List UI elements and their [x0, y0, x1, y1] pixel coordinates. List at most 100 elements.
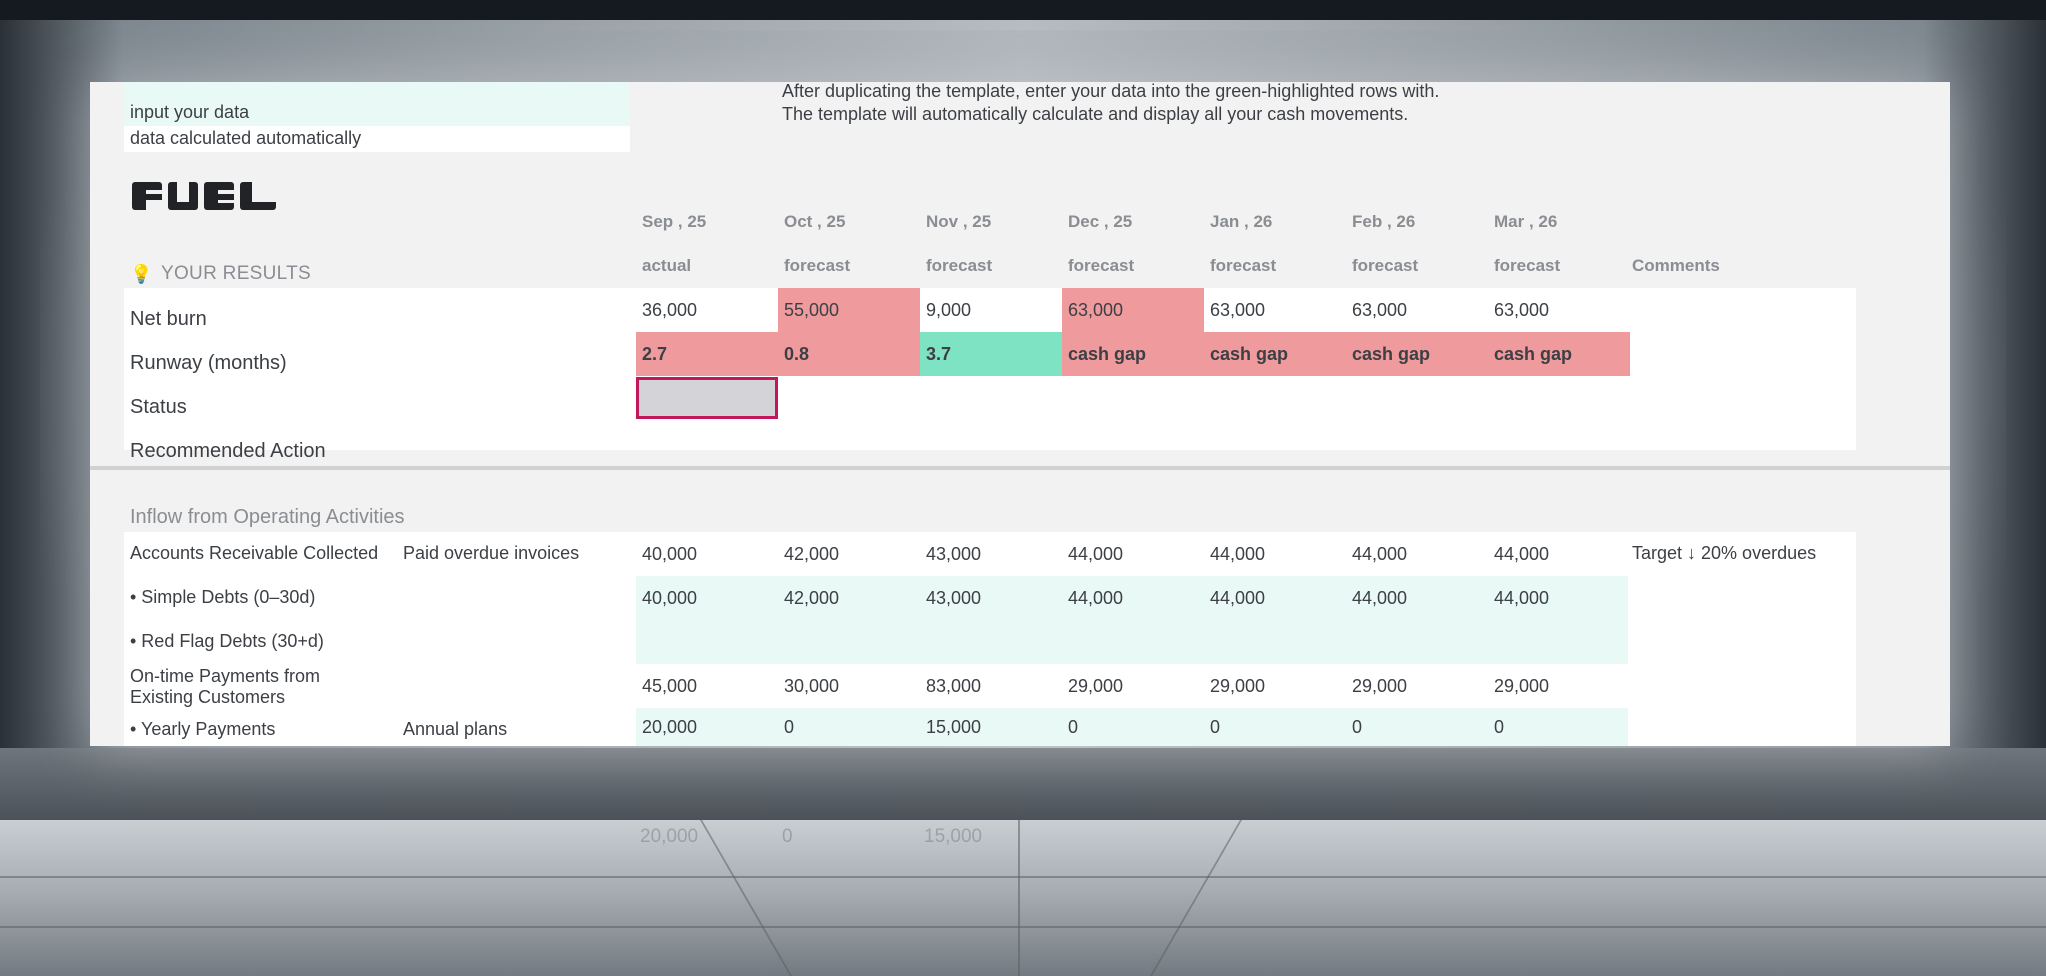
ontime-payments-label-1: On-time Payments from: [130, 666, 321, 686]
inflow-heading: Inflow from Operating Activities: [130, 506, 405, 528]
runway-cell[interactable]: cash gap: [1488, 332, 1630, 376]
inflow-value-cell[interactable]: 44,000: [1068, 543, 1124, 564]
period-type-header: forecast: [1068, 256, 1135, 275]
inflow-value-cell[interactable]: 0: [1210, 716, 1221, 737]
inflow-value-cell[interactable]: [1204, 620, 1346, 664]
inflow-value-cell[interactable]: 44,000: [1352, 543, 1408, 564]
inflow-value-cell[interactable]: [778, 620, 920, 664]
inflow-value-cell[interactable]: 0: [1068, 716, 1079, 737]
runway-label: Runway (months): [130, 352, 287, 374]
runway-cell[interactable]: cash gap: [1346, 332, 1488, 376]
inflow-value-cell[interactable]: 42,000: [784, 587, 840, 608]
legend-calculated-label: data calculated automatically: [130, 128, 362, 148]
legend-input-swatch: [124, 82, 630, 126]
month-header: Oct , 25: [784, 212, 846, 231]
inflow-value-cell[interactable]: 43,000: [926, 587, 982, 608]
inflow-value-cell[interactable]: 0: [1494, 716, 1505, 737]
inflow-row-yearly-comment-bg: [1628, 708, 1856, 746]
inflow-value-cell[interactable]: 29,000: [1494, 675, 1550, 696]
inflow-value-cell[interactable]: 0: [784, 716, 795, 737]
net-burn-label: Net burn: [130, 308, 207, 330]
month-header: Sep , 25: [642, 212, 707, 231]
inflow-value-cell[interactable]: [920, 620, 1062, 664]
month-header: Dec , 25: [1068, 212, 1133, 231]
inflow-value-cell[interactable]: 40,000: [642, 543, 698, 564]
legend-input-label: input your data: [130, 102, 250, 122]
runway-cell[interactable]: cash gap: [1204, 332, 1346, 376]
net-burn-cell[interactable]: 36,000: [642, 299, 698, 320]
month-header: Mar , 26: [1494, 212, 1558, 231]
net-burn-cell[interactable]: 55,000: [778, 288, 920, 332]
stage-floor: [0, 820, 2046, 976]
inflow-label-block: [124, 576, 636, 664]
ceiling-strip: [0, 0, 2046, 20]
inflow-value-cell[interactable]: 44,000: [1352, 587, 1408, 608]
runway-cell[interactable]: cash gap: [1062, 332, 1204, 376]
month-header: Feb , 26: [1352, 212, 1416, 231]
runway-cell[interactable]: 2.7: [636, 332, 778, 376]
inflow-value-cell[interactable]: 42,000: [784, 543, 840, 564]
inflow-row-yearly-label-bg: [124, 708, 636, 746]
inflow-comment-block: [1628, 576, 1856, 664]
simple-debts-label: • Simple Debts (0–30d): [130, 587, 316, 607]
results-heading: YOUR RESULTS: [161, 263, 311, 284]
red-flag-debts-label: • Red Flag Debts (30+d): [130, 631, 324, 651]
inflow-value-cell[interactable]: 29,000: [1210, 675, 1266, 696]
inflow-value-cell[interactable]: 30,000: [784, 675, 840, 696]
inflow-row-yearly-input-bg: [636, 708, 1628, 746]
inflow-value-cell[interactable]: 44,000: [1210, 587, 1266, 608]
net-burn-row: [124, 288, 1856, 332]
instruction-line-1: After duplicating the template, enter yo…: [782, 82, 1440, 101]
inflow-value-cell[interactable]: 44,000: [1210, 543, 1266, 564]
yearly-payments-label: • Yearly Payments: [130, 719, 276, 739]
status-cell-selected[interactable]: [636, 377, 778, 419]
period-type-header: forecast: [926, 256, 993, 275]
net-burn-cell[interactable]: 63,000: [1352, 299, 1408, 320]
stage-ledge: [0, 748, 2046, 820]
inflow-value-cell[interactable]: 83,000: [926, 675, 982, 696]
status-label: Status: [130, 396, 187, 418]
comments-header: Comments: [1632, 256, 1720, 275]
inflow-value-cell[interactable]: 45,000: [642, 675, 698, 696]
recommended-action-row: [124, 420, 1856, 450]
recommended-action-label: Recommended Action: [130, 440, 326, 462]
inflow-value-cell[interactable]: [636, 620, 778, 664]
inflow-value-cell[interactable]: 40,000: [642, 587, 698, 608]
fuel-logo: [132, 182, 276, 210]
inflow-value-cell[interactable]: 0: [1352, 716, 1363, 737]
period-type-header: forecast: [1210, 256, 1277, 275]
period-type-header: forecast: [1494, 256, 1561, 275]
instruction-line-2: The template will automatically calculat…: [782, 104, 1409, 124]
inflow-value-cell[interactable]: [1488, 620, 1630, 664]
inflow-value-cell[interactable]: [1062, 620, 1204, 664]
ar-collected-label: Accounts Receivable Collected: [130, 543, 379, 563]
inflow-value-cell[interactable]: 44,000: [1494, 543, 1550, 564]
period-type-header: forecast: [1352, 256, 1419, 275]
inflow-value-cell[interactable]: 43,000: [926, 543, 982, 564]
inflow-value-cell[interactable]: [1346, 620, 1488, 664]
inflow-value-cell[interactable]: 29,000: [1068, 675, 1124, 696]
runway-cell[interactable]: 0.8: [778, 332, 920, 376]
month-header: Jan , 26: [1210, 212, 1273, 231]
inflow-value-cell[interactable]: 44,000: [1068, 587, 1124, 608]
section-divider: [90, 466, 1950, 470]
period-type-header: forecast: [784, 256, 851, 275]
inflow-value-cell[interactable]: 20,000: [642, 716, 698, 737]
net-burn-cell[interactable]: 63,000: [1062, 288, 1204, 332]
net-burn-cell[interactable]: 9,000: [926, 299, 972, 320]
ontime-payments-label-2: Existing Customers: [130, 687, 286, 707]
spreadsheet-screen: input your data data calculated automati…: [90, 82, 1950, 746]
inflow-value-cell[interactable]: 29,000: [1352, 675, 1408, 696]
net-burn-cell[interactable]: 63,000: [1210, 299, 1266, 320]
net-burn-cell[interactable]: 63,000: [1494, 299, 1550, 320]
ar-collected-note: Paid overdue invoices: [403, 543, 580, 563]
inflow-input-block: [636, 576, 1628, 664]
lightbulb-icon: 💡: [130, 264, 153, 284]
yearly-payments-note: Annual plans: [403, 719, 508, 739]
runway-cell[interactable]: 3.7: [920, 332, 1062, 376]
inflow-row-ar-bg: [124, 532, 1856, 576]
month-header: Nov , 25: [926, 212, 992, 231]
inflow-value-cell[interactable]: 44,000: [1494, 587, 1550, 608]
inflow-row-ontime-bg: [124, 664, 1856, 708]
inflow-value-cell[interactable]: 15,000: [926, 716, 982, 737]
